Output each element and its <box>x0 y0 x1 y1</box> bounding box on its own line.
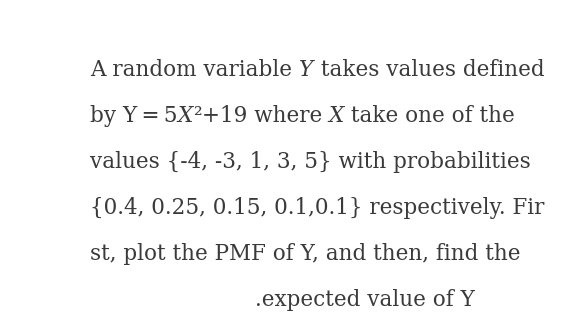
Text: ²: ² <box>193 105 201 127</box>
Text: take one of the: take one of the <box>344 105 515 127</box>
Text: .expected value of Y: .expected value of Y <box>90 290 475 311</box>
Text: by Y = 5: by Y = 5 <box>90 105 178 127</box>
Text: st, plot the PMF of Y, and then, find the: st, plot the PMF of Y, and then, find th… <box>90 243 521 266</box>
Text: Y: Y <box>299 60 313 81</box>
Text: A random variable: A random variable <box>90 60 299 81</box>
Text: takes values defined: takes values defined <box>313 60 544 81</box>
Text: +19 where: +19 where <box>201 105 329 127</box>
Text: X: X <box>329 105 344 127</box>
Text: X: X <box>178 105 193 127</box>
Text: values {-4, -3, 1, 3, 5} with probabilities: values {-4, -3, 1, 3, 5} with probabilit… <box>90 151 531 173</box>
Text: {0.4, 0.25, 0.15, 0.1,0.1} respectively. Fir: {0.4, 0.25, 0.15, 0.1,0.1} respectively.… <box>90 197 545 219</box>
